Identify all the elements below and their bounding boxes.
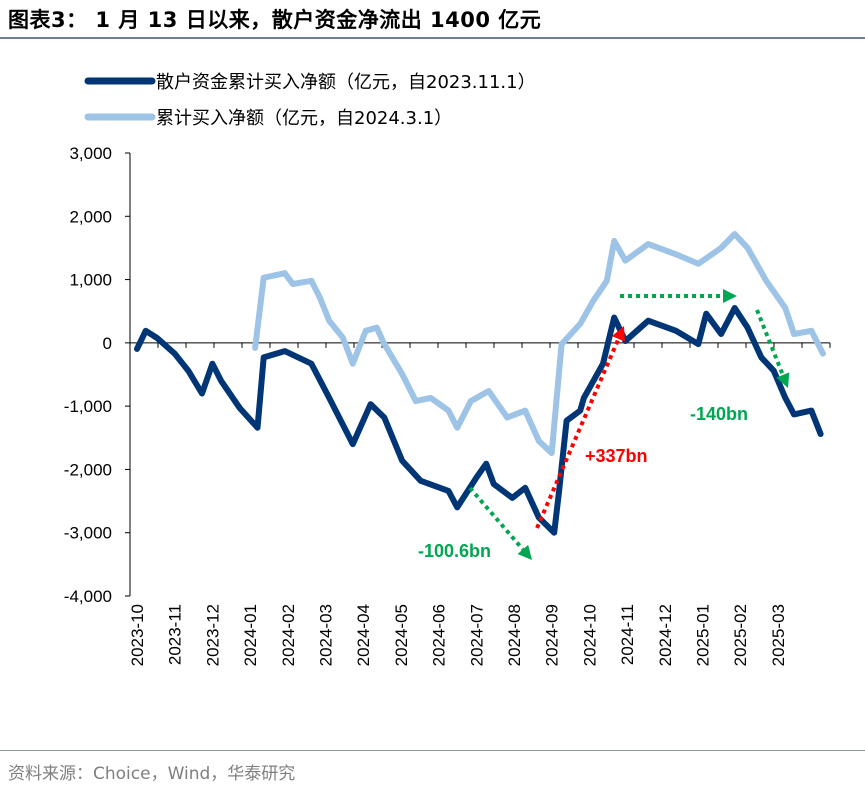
x-tick-label: 2024-11 xyxy=(618,604,637,665)
annotation-arrowhead xyxy=(612,326,625,342)
annotation-arrowhead xyxy=(723,289,737,303)
x-tick-label: 2024-05 xyxy=(392,604,411,666)
x-tick-label: 2025-02 xyxy=(731,604,750,666)
x-tick-label: 2024-08 xyxy=(505,604,524,666)
x-tick-label: 2023-11 xyxy=(166,604,185,665)
x-tick-label: 2024-06 xyxy=(430,604,449,666)
annotation-label: +337bn xyxy=(585,446,648,466)
annotation-arrow-line xyxy=(468,486,525,551)
y-tick-label: 1,000 xyxy=(69,271,112,290)
series-line-dark xyxy=(134,305,824,536)
chart-title: 图表3： 1 月 13 日以来，散户资金净流出 1400 亿元 xyxy=(8,8,542,32)
x-tick-label: 2023-10 xyxy=(128,604,147,666)
annotation-label: -100.6bn xyxy=(418,541,491,561)
x-tick-label: 2024-09 xyxy=(543,604,562,666)
x-tick-label: 2024-07 xyxy=(467,604,486,666)
x-tick-label: 2024-04 xyxy=(354,604,373,666)
y-tick-label: 0 xyxy=(103,334,112,353)
x-tick-label: 2024-10 xyxy=(580,604,599,666)
y-tick-label: -1,000 xyxy=(64,397,112,416)
legend-label-dark: 散户资金累计买入净额（亿元，自2023.11.1） xyxy=(156,72,536,93)
x-tick-label: 2024-02 xyxy=(279,604,298,666)
x-tick-label: 2024-03 xyxy=(317,604,336,666)
y-tick-label: -3,000 xyxy=(64,524,112,543)
y-tick-label: 3,000 xyxy=(69,144,112,163)
x-tick-label: 2024-12 xyxy=(656,604,675,666)
source-divider xyxy=(0,750,865,751)
source-note: 资料来源：Choice，Wind，华泰研究 xyxy=(8,764,296,784)
y-tick-label: 2,000 xyxy=(69,207,112,226)
annotation-label: -140bn xyxy=(690,404,748,424)
y-tick-label: -4,000 xyxy=(64,587,112,606)
x-tick-label: 2025-03 xyxy=(769,604,788,666)
chart: 散户资金累计买入净额（亿元，自2023.11.1） 累计买入净额（亿元，自202… xyxy=(64,72,831,666)
legend: 散户资金累计买入净额（亿元，自2023.11.1） 累计买入净额（亿元，自202… xyxy=(84,72,536,129)
x-tick-label: 2023-12 xyxy=(203,604,222,666)
legend-label-light: 累计买入净额（亿元，自2024.3.1） xyxy=(156,108,452,129)
annotation-arrow-line xyxy=(535,338,621,529)
series-line-light xyxy=(252,231,826,456)
annotation-arrowhead xyxy=(776,372,790,388)
title-divider xyxy=(0,37,865,39)
y-tick-label: -2,000 xyxy=(64,460,112,479)
annotation-arrow-line xyxy=(755,309,785,376)
x-tick-label: 2025-01 xyxy=(694,604,713,666)
annotation-arrowhead xyxy=(517,544,532,560)
x-tick-label: 2024-01 xyxy=(241,604,260,666)
